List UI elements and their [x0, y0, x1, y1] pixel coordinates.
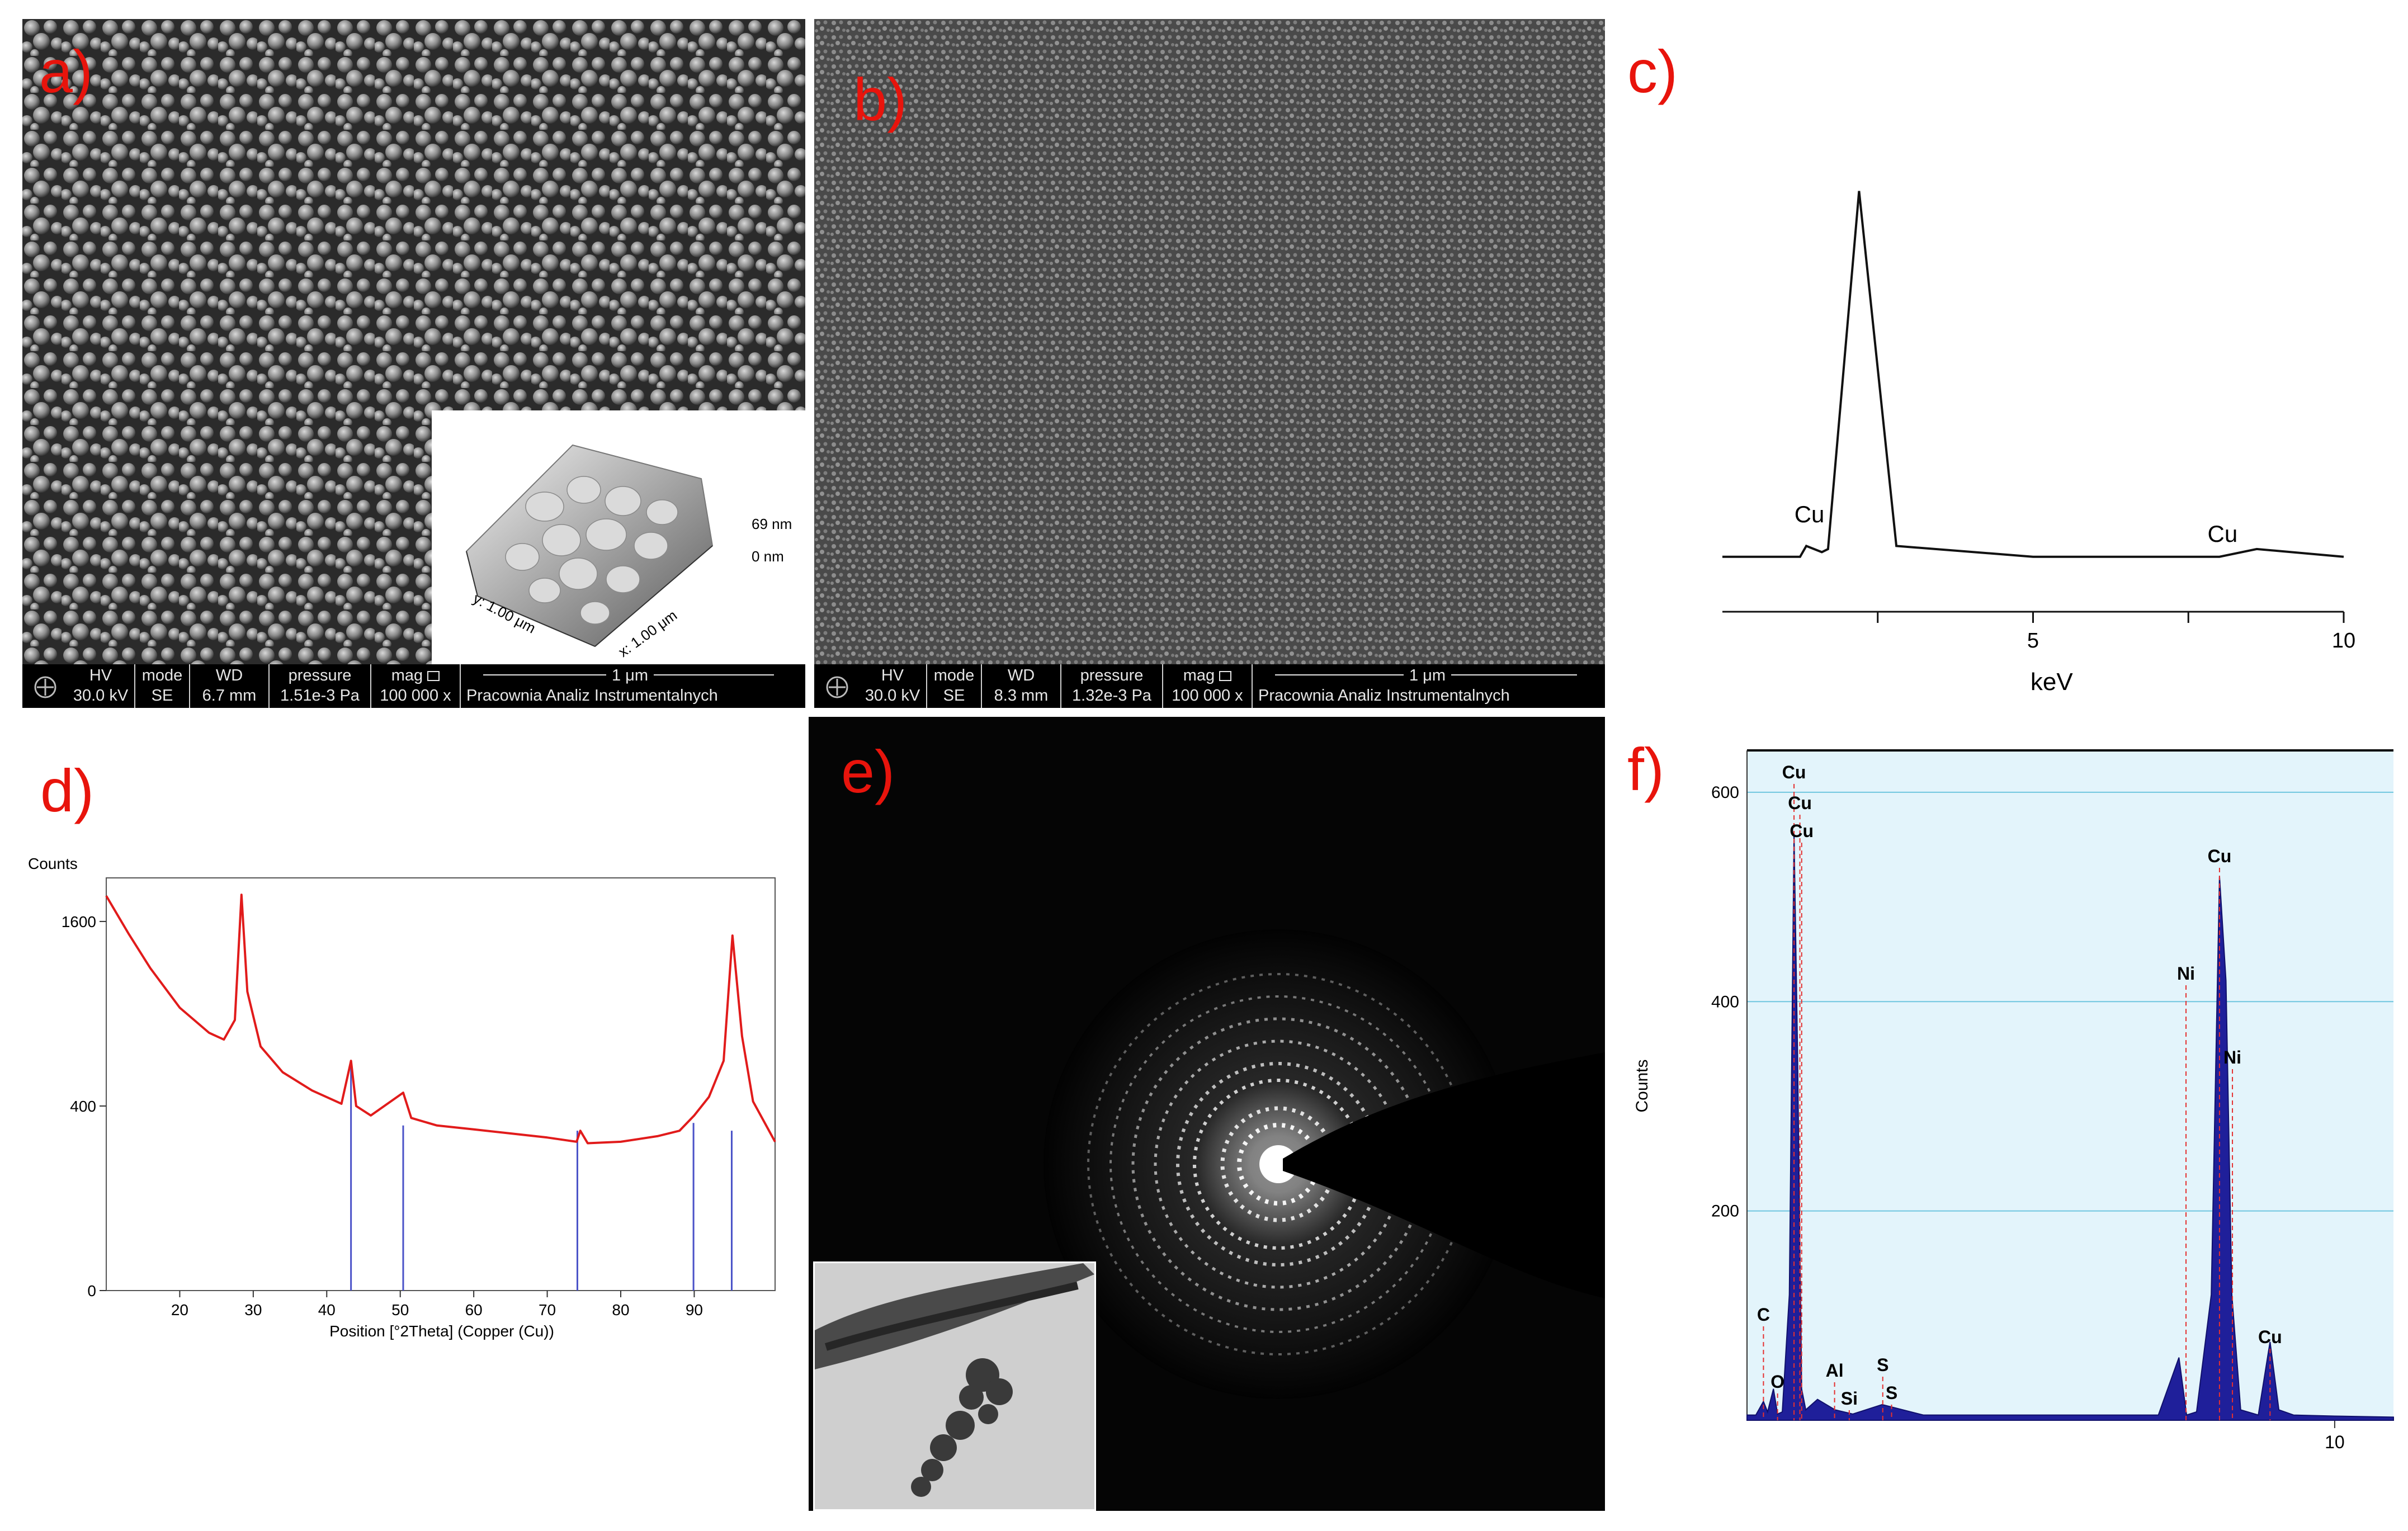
panel-e: e): [809, 717, 1605, 1511]
pressure-value: 1.51e-3 Pa: [280, 687, 360, 705]
panel-label-e: e): [841, 738, 895, 805]
mode-label: mode: [141, 667, 183, 684]
peak-label: Al: [1826, 1360, 1844, 1381]
plot-frame: [106, 877, 776, 1291]
x-tick-label: 60: [465, 1301, 483, 1319]
peak-label: Cu: [2208, 521, 2238, 547]
peak-label: Cu: [2208, 846, 2232, 866]
y-tick-label: 600: [1711, 783, 1739, 802]
panel-label-b: b): [853, 65, 908, 133]
x-tick-label: 5: [2027, 629, 2039, 653]
plot-background: [1747, 750, 2393, 1420]
panel-f: f) 200 400 600 10 Counts Cu Cu Cu Cu Ni Ni Cu C O Al Si…: [1611, 717, 2408, 1522]
spectrum-line: [1722, 191, 2344, 558]
hv-value: 30.0 kV: [73, 687, 129, 705]
panel-label-a: a): [39, 37, 93, 105]
x-tick-label: 10: [2325, 1432, 2345, 1452]
afm-z-top: 69 nm: [752, 516, 792, 532]
wd-value: 8.3 mm: [994, 687, 1049, 705]
panel-label-f: f): [1627, 735, 1664, 803]
pressure-label: pressure: [1080, 667, 1144, 684]
peak-label: Ni: [2223, 1047, 2241, 1067]
peak-label: S: [1886, 1383, 1897, 1403]
x-tick-label: 70: [539, 1301, 556, 1319]
panel-label-d: d): [40, 757, 95, 824]
y-axis-label: Counts: [1633, 1059, 1651, 1112]
sem-image-b: HV 30.0 kV mode SE WD 8.3 mm pressure 1.32e-…: [814, 19, 1605, 708]
afm-z-bottom: 0 nm: [752, 548, 784, 565]
peak-label: Cu: [1795, 501, 1825, 527]
wd-label: WD: [1007, 667, 1035, 684]
peak-label: Cu: [1790, 821, 1814, 841]
peak-label: Cu: [2258, 1327, 2282, 1347]
saed-diffraction-pattern: [809, 717, 1605, 1511]
x-tick-label: 20: [171, 1301, 188, 1319]
mag-label: mag: [391, 667, 423, 684]
pressure-value: 1.32e-3 Pa: [1072, 687, 1151, 705]
panel-label-c: c): [1627, 37, 1678, 105]
y-tick-label: 400: [1711, 993, 1739, 1011]
afm-inset: 69 nm 0 nm y: 1.00 μm x: 1.00 μm: [432, 410, 805, 667]
hv-value: 30.0 kV: [865, 687, 920, 705]
peak-label: Ni: [2177, 963, 2195, 984]
peak-label: O: [1770, 1372, 1784, 1392]
x-tick-label: 30: [244, 1301, 262, 1319]
hv-label: HV: [89, 667, 112, 684]
x-axis-label: keV: [2031, 668, 2073, 696]
xrd-line: [105, 894, 776, 1145]
mag-value: 100 000 x: [1172, 687, 1243, 705]
pressure-label: pressure: [288, 667, 352, 684]
peak-label: Cu: [1782, 762, 1806, 782]
beam-stop: [1283, 1052, 1605, 1298]
x-axis-label: Position [°2Theta] (Copper (Cu)): [329, 1322, 554, 1340]
mag-value: 100 000 x: [380, 687, 451, 705]
mag-box-icon: [1219, 671, 1232, 682]
fei-logo-icon: [34, 676, 56, 698]
y-axis-label: Counts: [28, 855, 78, 872]
y-tick-label: 200: [1711, 1202, 1739, 1221]
eds-spectrum-chart: 5 10 keV Cu Cu: [1722, 191, 2355, 696]
mode-label: mode: [933, 667, 975, 684]
x-tick-label: 90: [686, 1301, 703, 1319]
x-tick-label: 50: [391, 1301, 409, 1319]
tem-inset-image: [813, 1261, 1096, 1511]
fei-logo-icon: [826, 676, 848, 698]
peak-label: S: [1877, 1355, 1888, 1375]
wd-value: 6.7 mm: [202, 687, 257, 705]
spectrum-area: [1746, 834, 2394, 1421]
sem-caption-bar-b: HV 30.0 kV mode SE WD 8.3 mm pressure 1.32e-…: [814, 664, 1605, 708]
hv-label: HV: [881, 667, 904, 684]
lab-name: Pracownia Analiz Instrumentalnych: [1258, 687, 1510, 705]
peak-label: Cu: [1788, 793, 1812, 813]
panel-d: d) 0 400 1600 20 30 40 50 60 70 80 90 Counts Positio…: [0, 721, 805, 1528]
mag-box-icon: [427, 671, 440, 682]
xrd-pattern-chart: 0 400 1600 20 30 40 50 60 70 80 90 Counts Position […: [28, 855, 776, 1340]
peak-label: Si: [1841, 1388, 1858, 1409]
sem-texture-b: [814, 19, 1605, 708]
y-tick-label: 0: [87, 1282, 96, 1300]
mode-value: SE: [943, 687, 965, 705]
lab-name: Pracownia Analiz Instrumentalnych: [466, 687, 718, 705]
scale-bar-label: 1 μm: [606, 667, 654, 685]
x-tick-label: 10: [2332, 629, 2355, 653]
y-tick-label: 400: [70, 1098, 96, 1115]
mode-value: SE: [151, 687, 173, 705]
y-tick-label: 1600: [62, 913, 96, 930]
panel-c: c) 5 10 keV Cu Cu: [1611, 19, 2405, 712]
x-tick-label: 40: [318, 1301, 336, 1319]
mag-label: mag: [1183, 667, 1215, 684]
sem-image-a: 69 nm 0 nm y: 1.00 μm x: 1.00 μm HV 30.0 …: [22, 19, 805, 708]
peak-label: C: [1757, 1305, 1770, 1325]
x-tick-label: 80: [612, 1301, 629, 1319]
wd-label: WD: [215, 667, 243, 684]
scale-bar-label: 1 μm: [1404, 667, 1452, 685]
sem-caption-bar-a: HV 30.0 kV mode SE WD 6.7 mm pressure 1.51e-…: [22, 664, 805, 708]
eds-spectrum-chart-2: 200 400 600 10 Counts Cu Cu Cu Cu Ni Ni Cu C O Al Si SS: [1633, 749, 2394, 1452]
